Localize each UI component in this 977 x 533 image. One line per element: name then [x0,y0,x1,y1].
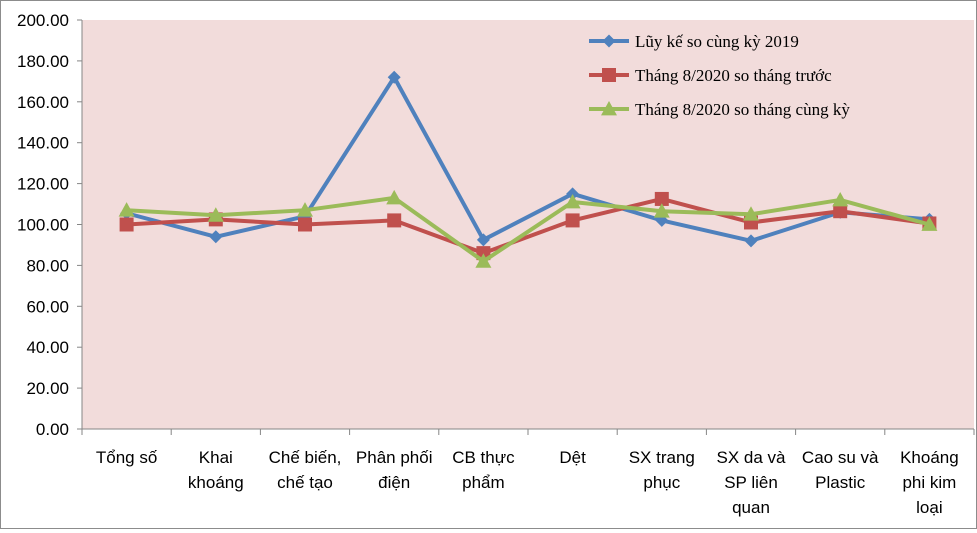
y-tick-label: 80.00 [26,256,69,275]
x-category-label-line: Khai [199,448,233,467]
x-category-label: SX da và SP liên quan [717,448,787,517]
x-category-label: Khai khoáng [188,448,244,492]
legend-marker [601,101,617,116]
x-category-label-line: phi kim [902,473,956,492]
x-category-label-line: SX da và [717,448,787,467]
y-tick-label: 160.00 [17,93,69,112]
series-line [126,196,930,256]
legend-item: Tháng 8/2020 so tháng trước [589,66,832,85]
data-point [743,206,759,221]
x-category-label-line: Cao su và [802,448,879,467]
x-category-label: Chế biến, chế tạo [269,448,342,492]
y-tick-label: 180.00 [17,52,69,71]
x-category-label-line: Chế biến, [269,448,342,467]
x-category-label-line: Khoáng [900,448,959,467]
legend-label: Lũy kế so cùng kỳ 2019 [635,32,799,51]
x-category-label-line: loại [916,498,942,517]
x-category-label-line: SX trang [629,448,695,467]
x-category-label: Cao su và Plastic [802,448,879,492]
legend-label: Tháng 8/2020 so tháng cùng kỳ [635,100,850,119]
y-tick-label: 120.00 [17,175,69,194]
legend-label: Tháng 8/2020 so tháng trước [635,66,832,85]
plot-background [82,20,974,429]
x-category-label-line: chế tạo [277,473,333,492]
data-point [475,253,492,268]
y-tick-label: 140.00 [17,134,69,153]
data-point [387,213,402,228]
data-point [564,194,581,209]
x-category-label-line: phục [643,473,680,492]
x-category-label-line: SP liên [724,473,778,492]
x-category-label: SX trang phục [629,448,695,492]
x-category-label-line: Tổng số [96,448,158,467]
data-point [921,216,938,231]
data-point [566,187,580,201]
legend-marker [602,34,616,48]
y-tick-label: 200.00 [17,11,69,30]
data-point [565,213,580,228]
y-tick-label: 0.00 [36,420,69,439]
legend-marker [602,68,616,82]
x-category-label-line: điện [378,473,410,492]
y-tick-label: 100.00 [17,216,69,235]
data-point [386,189,403,205]
y-axis: 0.00 20.00 40.00 60.00 80.00 100.00 120.00 140.… [17,11,83,439]
data-point [298,217,312,232]
legend: Lũy kế so cùng kỳ 2019 Tháng 8/2020 so th… [589,32,850,119]
series-line [126,75,930,243]
x-category-label-line: Phân phối [356,448,433,467]
x-category-label-line: quan [732,498,770,517]
x-category-label: Dệt [559,448,586,467]
data-point [297,202,313,217]
x-category-label-line: Plastic [815,473,866,492]
legend-item: Lũy kế so cùng kỳ 2019 [589,32,799,51]
x-axis: Tổng số Khai khoáng Chế biến, chế tạo Phân ph… [81,428,975,517]
plot-area [82,20,974,429]
data-point [387,70,401,84]
data-point [654,191,669,206]
data-point [209,230,223,244]
x-category-label: CB thực phẩm [452,448,515,492]
y-tick-label: 20.00 [26,379,69,398]
series-3 [118,189,938,268]
legend-item: Tháng 8/2020 so tháng cùng kỳ [589,100,850,119]
y-tick-label: 60.00 [26,297,69,316]
x-category-label: Phân phối điện [356,448,433,492]
data-point [119,217,134,232]
x-category-label-line: phẩm [462,473,505,492]
data-point [118,202,135,217]
data-point [653,203,670,218]
series-line [126,195,930,264]
data-point [207,207,224,222]
x-category-label-line: khoáng [188,473,244,492]
x-category-label: Khoáng phi kim loại [900,448,959,517]
data-point [476,233,490,247]
data-point [832,191,849,207]
x-category-label-line: CB thực [452,448,515,467]
y-tick-label: 40.00 [26,338,69,357]
x-category-label: Tổng số [96,448,158,467]
data-point [833,204,848,219]
x-category-label-line: Dệt [559,448,586,467]
data-point [744,234,758,248]
